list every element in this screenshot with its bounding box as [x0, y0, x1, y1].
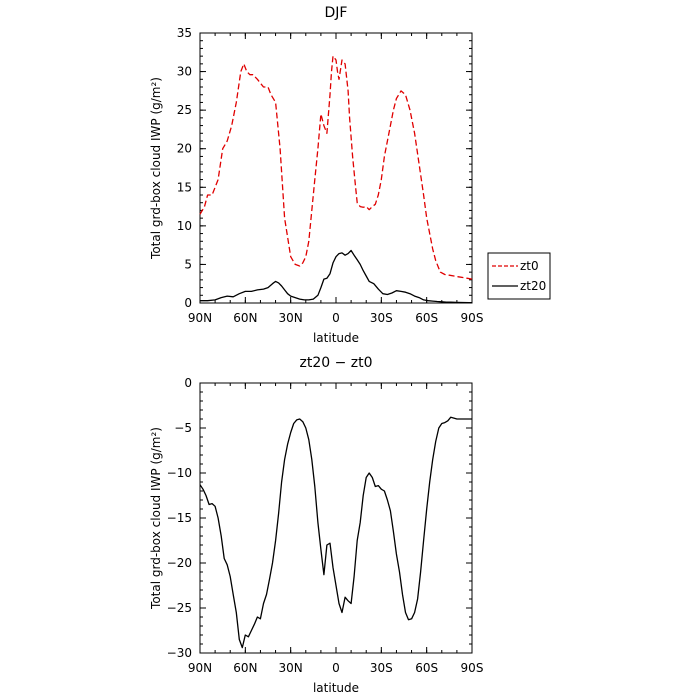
x-axis-label: latitude [313, 331, 359, 345]
y-tick-label: 20 [177, 142, 192, 156]
y-tick-label: −30 [167, 646, 192, 660]
series-line-diff-0 [199, 416, 472, 649]
y-tick-label: 35 [177, 26, 192, 40]
chart-title: zt20 − zt0 [299, 355, 372, 371]
y-tick-label: 25 [177, 103, 192, 117]
chart-title: DJF [325, 5, 348, 21]
x-tick-label: 60N [233, 311, 257, 325]
y-axis-label: Total grd-box cloud IWP (g/m²) [149, 427, 163, 610]
x-tick-label: 90N [188, 661, 212, 675]
legend-box [487, 252, 551, 300]
y-tick-label: 0 [184, 296, 192, 310]
y-tick-label: −20 [167, 556, 192, 570]
x-tick-label: 60S [415, 311, 438, 325]
x-tick-label: 90S [461, 311, 484, 325]
plot-frame [199, 32, 473, 304]
y-tick-label: −25 [167, 601, 192, 615]
x-tick-label: 30S [370, 661, 393, 675]
series-line-zt20 [200, 249, 472, 304]
y-tick-label: 0 [184, 376, 192, 390]
x-tick-label: 60N [233, 661, 257, 675]
x-tick-label: 30N [279, 661, 303, 675]
y-tick-label: −15 [167, 511, 192, 525]
y-tick-label: 10 [177, 219, 192, 233]
x-tick-label: 90N [188, 311, 212, 325]
x-tick-label: 90S [461, 661, 484, 675]
x-axis-label: latitude [313, 681, 359, 695]
y-tick-label: −10 [167, 466, 192, 480]
x-tick-label: 60S [415, 661, 438, 675]
y-tick-label: 5 [184, 257, 192, 271]
y-axis-label: Total grd-box cloud IWP (g/m²) [149, 77, 163, 260]
legend-label-zt20: zt20 [520, 279, 546, 293]
x-tick-label: 30N [279, 311, 303, 325]
legend-label-zt0: zt0 [520, 259, 539, 273]
y-tick-label: 15 [177, 180, 192, 194]
x-tick-label: 30S [370, 311, 393, 325]
series-line-zt0 [199, 55, 473, 280]
y-tick-label: −5 [174, 421, 192, 435]
x-tick-label: 0 [332, 661, 340, 675]
y-tick-label: 30 [177, 65, 192, 79]
plot-frame [199, 382, 473, 654]
x-tick-label: 0 [332, 311, 340, 325]
